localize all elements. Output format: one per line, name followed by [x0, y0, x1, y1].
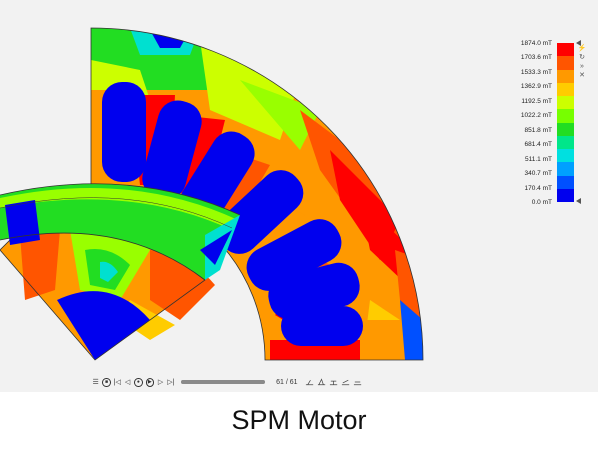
step-forward-icon[interactable]: ▷	[157, 379, 164, 386]
side-toolbar: ⚡ ↻ » ✕	[577, 44, 587, 80]
frame-slider[interactable]	[181, 380, 266, 384]
close-icon[interactable]: ✕	[579, 72, 585, 79]
rotor-magnet-ring	[0, 183, 241, 281]
legend-swatch	[557, 82, 574, 96]
legend-max-marker[interactable]	[576, 40, 581, 46]
frame-counter: 61 / 61	[276, 378, 298, 386]
legend-swatch	[557, 43, 574, 57]
lightning-icon[interactable]: ⚡	[577, 45, 587, 52]
legend-color-bar	[557, 43, 574, 202]
legend-label: 851.8 mT	[524, 126, 552, 134]
legend-swatch	[557, 109, 574, 123]
simulation-viewport[interactable]: 1874.0 mT 1703.6 mT 1533.3 mT 1362.9 mT 1192…	[0, 0, 598, 392]
legend-swatch	[557, 162, 574, 176]
double-chevron-icon[interactable]: »	[580, 63, 584, 70]
flux-density-plot	[0, 27, 424, 361]
stop-icon[interactable]: ■	[102, 377, 111, 387]
play-icon[interactable]: ▶	[145, 377, 154, 387]
legend-swatch	[557, 188, 574, 202]
legend-label: 1533.3 mT	[520, 68, 552, 76]
frame-slider-fill	[181, 380, 266, 384]
animation-player: ☰ ■ |◁ ◁ ● ▶ ▷ ▷| 61 / 61	[92, 375, 362, 389]
legend-label: 1362.9 mT	[520, 83, 552, 91]
legend-label: 1874.0 mT	[520, 40, 552, 47]
view-icon-3[interactable]	[329, 378, 338, 386]
step-back-icon[interactable]: ◁	[124, 379, 131, 386]
legend-label: 511.1 mT	[525, 155, 552, 163]
color-legend: 1874.0 mT 1703.6 mT 1533.3 mT 1362.9 mT 1192…	[508, 40, 581, 206]
legend-min-marker[interactable]	[576, 198, 581, 204]
legend-swatch	[557, 122, 574, 136]
legend-label: 681.4 mT	[524, 141, 552, 149]
skip-end-icon[interactable]: ▷|	[167, 379, 175, 386]
view-icon-1[interactable]	[305, 378, 314, 386]
legend-label: 340.7 mT	[524, 170, 552, 178]
legend-label: 1022.2 mT	[520, 112, 552, 120]
view-icon-4[interactable]	[341, 378, 350, 386]
legend-swatch	[557, 56, 574, 70]
skip-start-icon[interactable]: |◁	[113, 379, 121, 386]
legend-label: 1192.5 mT	[521, 97, 552, 105]
record-icon[interactable]: ●	[134, 377, 143, 387]
legend-label: 0.0 mT	[531, 199, 552, 206]
legend-swatch	[557, 175, 574, 189]
legend-swatch	[557, 135, 574, 149]
caption-title: SPM Motor	[231, 405, 367, 435]
legend-label: 1703.6 mT	[520, 54, 552, 62]
legend-swatch	[557, 96, 574, 110]
legend-label: 170.4 mT	[524, 184, 552, 192]
view-icon-2[interactable]	[317, 378, 326, 386]
legend-swatch	[557, 69, 574, 83]
rotate-icon[interactable]: ↻	[579, 54, 585, 61]
menu-icon[interactable]: ☰	[92, 379, 99, 386]
legend-swatch	[557, 149, 574, 163]
rotor-core	[0, 226, 215, 361]
view-icon-5[interactable]	[353, 378, 362, 386]
